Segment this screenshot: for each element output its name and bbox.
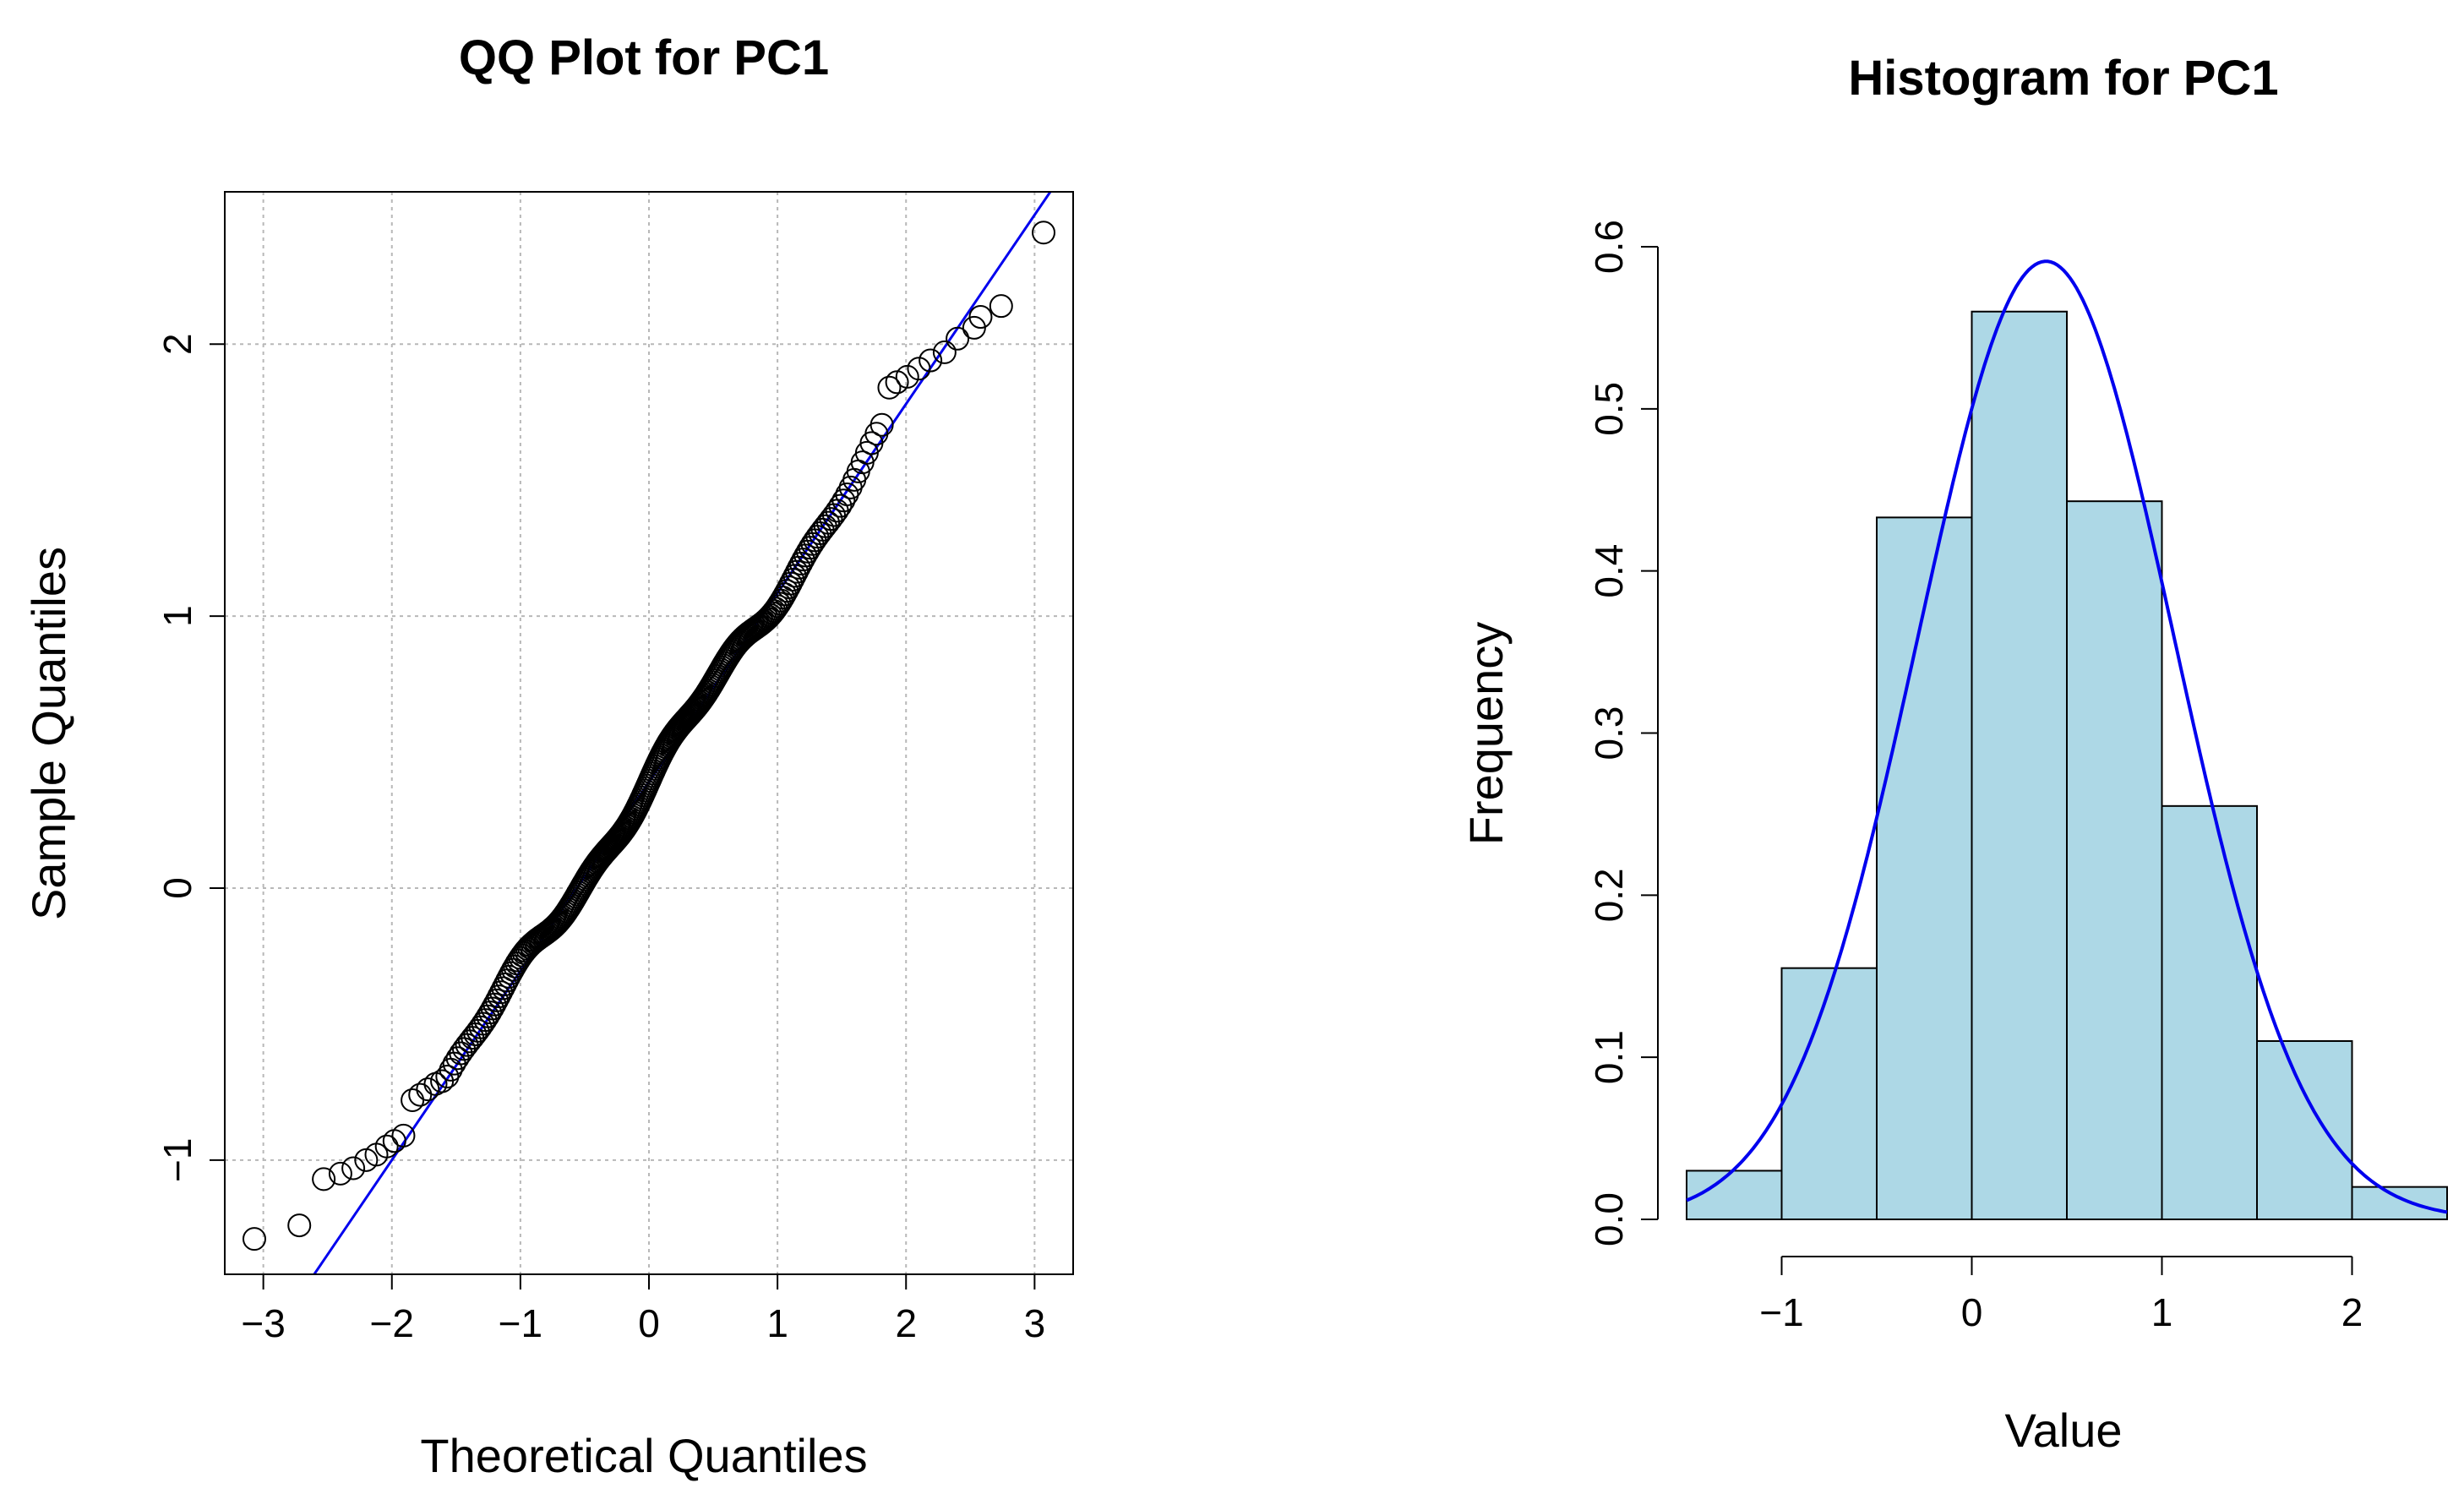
qq-point [1032, 221, 1056, 245]
qq-point [341, 1156, 366, 1180]
hist-x-tick-label: −1 [1759, 1290, 1803, 1334]
hist-y-tick-label: 0.4 [1587, 544, 1631, 598]
qq-point [932, 340, 957, 364]
qq-point [287, 1213, 312, 1238]
qq-point [772, 582, 797, 607]
qq-y-tick-label: 0 [155, 877, 199, 899]
qq-point [828, 493, 853, 518]
qq-panel: QQ Plot for PC1 −3 −2 −1 0 1 2 3 −1 0 1 2 Theoret… [22, 30, 1074, 1482]
hist-bar [1780, 967, 1878, 1220]
qq-point [895, 364, 919, 389]
qq-point [819, 507, 843, 532]
qq-title: QQ Plot for PC1 [459, 30, 829, 85]
hist-x-label: Value [2004, 1404, 2122, 1457]
hist-y-tick-label: 0.3 [1587, 706, 1631, 761]
hist-x-axis: −1 0 1 2 [1759, 1256, 2363, 1334]
hist-y-tick-label: 0.1 [1587, 1030, 1631, 1084]
qq-point [907, 357, 931, 381]
qq-point [328, 1161, 352, 1186]
hist-y-tick-label: 0.2 [1587, 868, 1631, 922]
qq-point [408, 1082, 433, 1107]
hist-title: Histogram for PC1 [1848, 51, 2278, 106]
qq-x-axis: −3 −2 −1 0 1 2 3 [241, 1274, 1045, 1345]
qq-x-tick-label: −2 [370, 1301, 414, 1345]
qq-point [416, 1077, 440, 1102]
qq-point [816, 510, 841, 535]
qq-point [946, 326, 970, 351]
qq-point [435, 1064, 460, 1088]
qq-y-tick-label: −1 [155, 1138, 199, 1182]
hist-bars [1686, 310, 2448, 1221]
qq-x-tick-label: 2 [895, 1301, 917, 1345]
qq-point [430, 1069, 455, 1093]
qq-point [877, 375, 902, 400]
qq-x-tick-label: 1 [766, 1301, 788, 1345]
qq-point [989, 294, 1013, 319]
qq-point [401, 1088, 425, 1113]
qq-point [968, 305, 993, 330]
qq-y-axis: −1 0 1 2 [155, 333, 225, 1182]
qq-point [312, 1167, 336, 1191]
qq-y-label: Sample Quantiles [22, 547, 75, 920]
hist-x-tick-label: 1 [2151, 1290, 2173, 1334]
qq-point [374, 1134, 399, 1159]
hist-x-tick-label: 0 [1961, 1290, 1983, 1334]
hist-bar [2351, 1186, 2448, 1220]
histogram-panel: Histogram for PC1 −1 0 1 2 0.00.10.20.30.40… [1459, 51, 2448, 1457]
qq-point [449, 1041, 473, 1066]
qq-point [919, 348, 943, 373]
qq-x-tick-label: −3 [241, 1301, 285, 1345]
qq-x-label: Theoretical Quantiles [420, 1429, 867, 1482]
qq-x-tick-label: 0 [638, 1301, 660, 1345]
hist-bar [2066, 500, 2163, 1220]
hist-bar [2161, 804, 2258, 1220]
hist-y-tick-label: 0.0 [1587, 1192, 1631, 1246]
hist-density-curve [1686, 259, 2448, 1214]
qq-y-tick-label: 1 [155, 605, 199, 627]
hist-y-tick-label: 0.5 [1587, 382, 1631, 436]
qq-point [391, 1123, 416, 1148]
hist-y-tick-label: 0.6 [1587, 220, 1631, 274]
hist-x-tick-label: 2 [2341, 1290, 2363, 1334]
qq-reference-line [313, 192, 1052, 1274]
qq-point [242, 1227, 266, 1251]
hist-bar [1876, 516, 1973, 1220]
hist-bar [1971, 310, 2068, 1221]
hist-y-label: Frequency [1459, 622, 1513, 846]
qq-y-tick-label: 2 [155, 333, 199, 355]
qq-point [831, 488, 856, 513]
qq-point [835, 483, 859, 507]
qq-point [869, 412, 894, 437]
qq-points [242, 221, 1056, 1251]
qq-grid [225, 192, 1073, 1274]
hist-bar [2256, 1039, 2353, 1220]
hist-y-axis: 0.0 0.1 0.2 0.3 0.4 0.5 0.6 [1587, 220, 1659, 1246]
qq-x-tick-label: −1 [499, 1301, 542, 1345]
qq-x-tick-label: 3 [1024, 1301, 1046, 1345]
